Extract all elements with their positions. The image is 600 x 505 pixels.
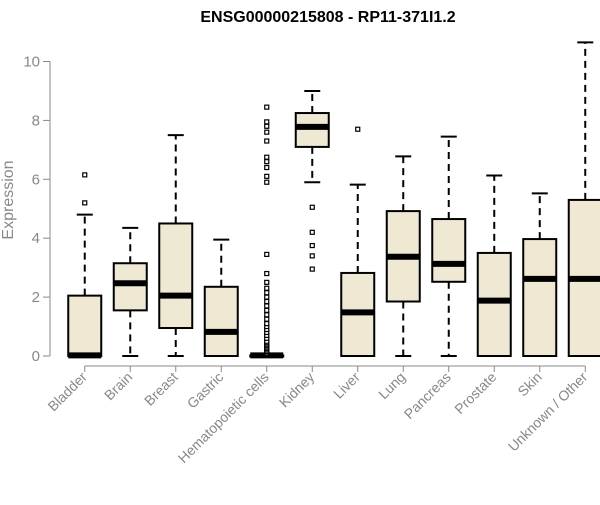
x-tick-label: Kidney xyxy=(276,369,318,411)
iqr-box xyxy=(203,285,239,358)
iqr-box xyxy=(67,294,103,358)
x-tick-label: Brain xyxy=(101,369,135,403)
outlier-point xyxy=(264,316,270,322)
outlier-point xyxy=(264,285,270,291)
y-axis-label: Expression xyxy=(0,160,17,239)
outlier-point xyxy=(264,294,270,300)
box-skin xyxy=(522,192,558,357)
x-tick-label: Liver xyxy=(330,369,363,402)
box-lung xyxy=(385,155,421,357)
y-tick-label: 4 xyxy=(32,230,40,247)
iqr-box xyxy=(112,262,148,312)
box-prostate xyxy=(476,174,512,357)
boxes xyxy=(67,41,600,359)
y-tick-label: 8 xyxy=(32,112,40,129)
outlier-point xyxy=(264,123,270,129)
x-tick-label: Breast xyxy=(141,369,181,409)
box-pancreas xyxy=(431,135,467,357)
outlier-point xyxy=(264,119,270,125)
outlier-point xyxy=(264,312,270,318)
iqr-box xyxy=(476,251,512,357)
box-liver xyxy=(340,126,376,357)
y-tick-label: 2 xyxy=(32,289,40,306)
box-brain xyxy=(112,226,148,357)
y-tick-label: 6 xyxy=(32,171,40,188)
outlier-point xyxy=(264,129,270,135)
y-tick-label: 10 xyxy=(23,54,40,71)
outlier-point xyxy=(264,321,270,327)
box-kidney xyxy=(294,89,330,272)
box-unknown-other xyxy=(567,41,600,357)
iqr-box xyxy=(158,222,194,330)
outlier-point xyxy=(309,266,315,272)
outlier-point xyxy=(264,104,270,110)
box-bladder xyxy=(67,172,103,359)
outlier-point xyxy=(264,154,270,160)
x-tick-label: Lung xyxy=(375,369,408,402)
x-tick-label: Bladder xyxy=(44,369,90,415)
outlier-point xyxy=(264,164,270,171)
outlier-point xyxy=(309,204,315,210)
box-hematopoietic-cells xyxy=(249,104,285,359)
x-tick-label: Unknown / Other xyxy=(505,369,591,455)
outlier-point xyxy=(264,279,270,285)
outlier-point xyxy=(309,229,315,235)
outlier-point xyxy=(82,200,88,206)
x-tick-label: Pancreas xyxy=(401,369,454,422)
outlier-point xyxy=(264,159,270,165)
iqr-box xyxy=(294,112,330,148)
x-tick-label: Gastric xyxy=(184,369,227,412)
outlier-point xyxy=(355,126,361,132)
iqr-box xyxy=(431,218,467,283)
outlier-point xyxy=(264,179,270,185)
outlier-point xyxy=(264,290,270,296)
outlier-point xyxy=(264,251,270,257)
outlier-point xyxy=(264,173,270,179)
x-tick-label: Prostate xyxy=(451,369,499,417)
outlier-point xyxy=(264,270,270,277)
outlier-point xyxy=(264,298,270,305)
box-breast xyxy=(158,134,194,357)
outlier-point xyxy=(309,242,315,249)
outlier-point xyxy=(264,303,270,309)
chart-title: ENSG00000215808 - RP11-371I1.2 xyxy=(200,9,455,26)
x-tick-label: Hematopoietic cells xyxy=(175,369,272,466)
y-tick-label: 0 xyxy=(32,348,40,365)
box-gastric xyxy=(203,238,239,358)
outlier-point xyxy=(82,172,88,178)
outlier-point xyxy=(309,253,315,259)
outlier-point xyxy=(264,307,270,313)
outlier-point xyxy=(264,138,270,144)
iqr-box xyxy=(522,238,558,357)
x-tick-label: Skin xyxy=(514,369,545,400)
